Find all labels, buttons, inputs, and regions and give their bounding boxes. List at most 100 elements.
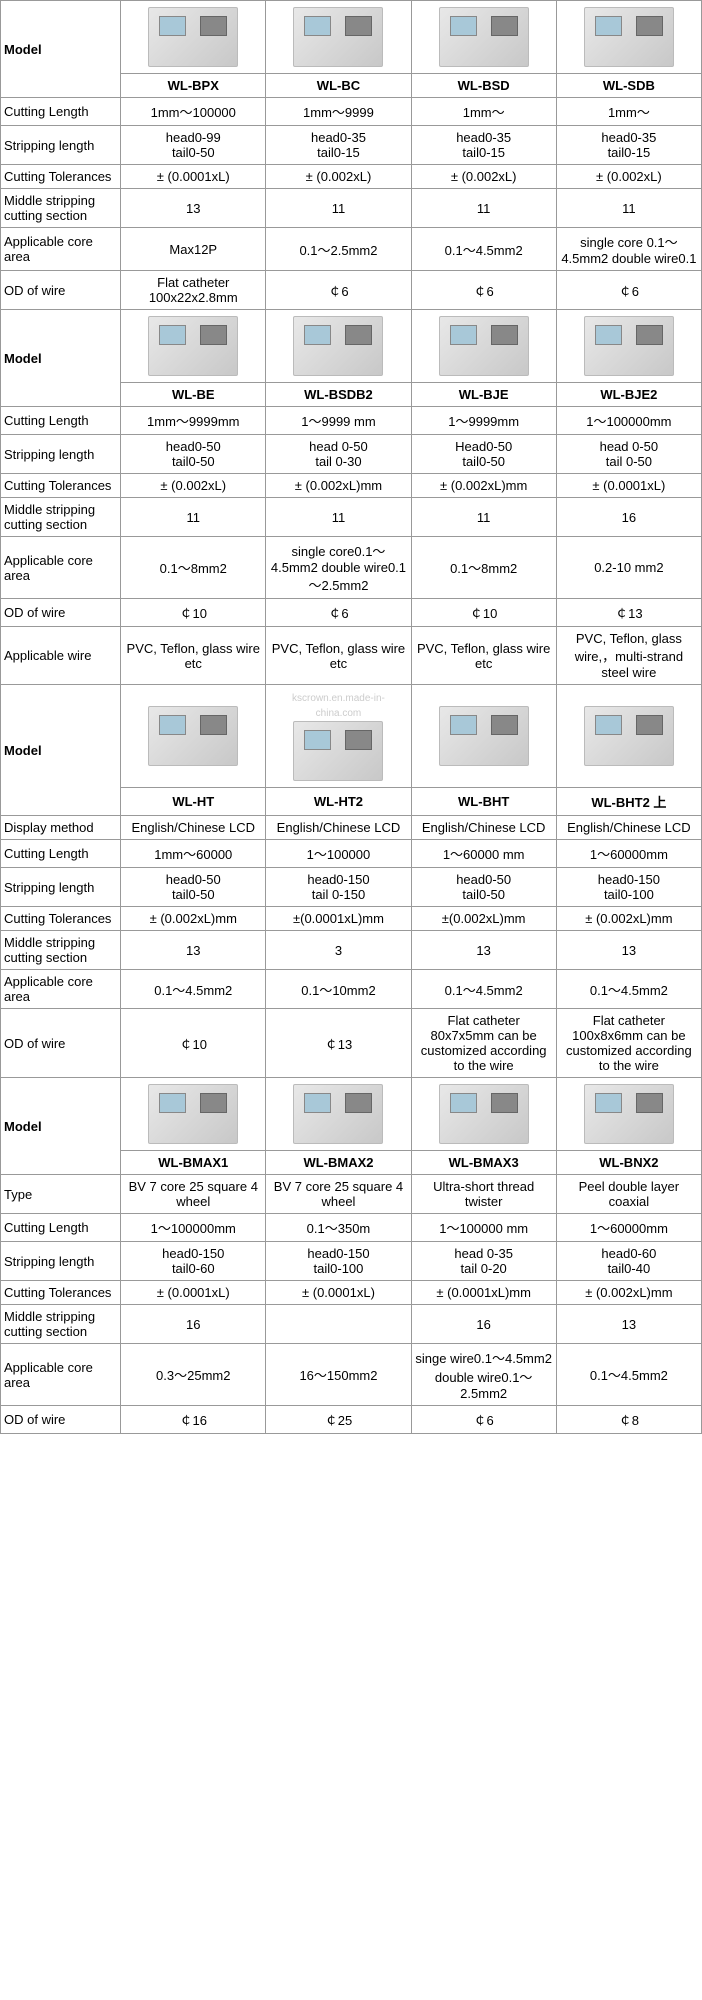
spec-label: OD of wire bbox=[1, 271, 121, 310]
spec-label: Stripping length bbox=[1, 1242, 121, 1281]
model-image-cell bbox=[411, 1, 556, 74]
model-name: WL-BSDB2 bbox=[266, 383, 411, 407]
spec-value: 0.1～4.5mm2 bbox=[121, 970, 266, 1009]
model-image-cell bbox=[556, 1, 701, 74]
spec-value: head0-50tail0-50 bbox=[411, 868, 556, 907]
spec-value: English/Chinese LCD bbox=[411, 816, 556, 840]
spec-value bbox=[266, 1305, 411, 1344]
spec-value: 1mm～ bbox=[556, 98, 701, 126]
spec-value: ± (0.0001xL) bbox=[121, 165, 266, 189]
spec-value: 1mm～9999 bbox=[266, 98, 411, 126]
spec-label: Applicable wire bbox=[1, 627, 121, 685]
spec-value: head0-99tail0-50 bbox=[121, 126, 266, 165]
spec-value: 13 bbox=[556, 1305, 701, 1344]
spec-value: ￠25 bbox=[266, 1406, 411, 1434]
spec-value: 11 bbox=[121, 498, 266, 537]
spec-value: 11 bbox=[266, 189, 411, 228]
spec-label: Cutting Tolerances bbox=[1, 907, 121, 931]
spec-value: head0-35tail0-15 bbox=[556, 126, 701, 165]
spec-value: 0.3～25mm2 bbox=[121, 1344, 266, 1406]
spec-value: 16～150mm2 bbox=[266, 1344, 411, 1406]
spec-value: Head0-50tail0-50 bbox=[411, 435, 556, 474]
spec-value: 16 bbox=[411, 1305, 556, 1344]
spec-value: 0.1～4.5mm2 bbox=[556, 970, 701, 1009]
spec-value: singe wire0.1～4.5mm2 double wire0.1～2.5m… bbox=[411, 1344, 556, 1406]
spec-value: 16 bbox=[121, 1305, 266, 1344]
machine-image bbox=[439, 706, 529, 766]
spec-value: ￠8 bbox=[556, 1406, 701, 1434]
spec-value: 0.1～4.5mm2 bbox=[411, 228, 556, 271]
spec-label: Middle stripping cutting section bbox=[1, 189, 121, 228]
spec-value: head0-60tail0-40 bbox=[556, 1242, 701, 1281]
machine-image bbox=[293, 316, 383, 376]
spec-value: ￠13 bbox=[266, 1009, 411, 1078]
spec-label: OD of wire bbox=[1, 1406, 121, 1434]
spec-value: 3 bbox=[266, 931, 411, 970]
spec-label: Cutting Tolerances bbox=[1, 474, 121, 498]
spec-label: Display method bbox=[1, 816, 121, 840]
spec-value: head 0-50tail 0-50 bbox=[556, 435, 701, 474]
spec-value: 16 bbox=[556, 498, 701, 537]
spec-value: ± (0.002xL)mm bbox=[556, 907, 701, 931]
model-label: Model bbox=[1, 310, 121, 407]
model-name: WL-BSD bbox=[411, 74, 556, 98]
spec-value: ± (0.002xL)mm bbox=[411, 474, 556, 498]
spec-value: English/Chinese LCD bbox=[266, 816, 411, 840]
spec-value: 11 bbox=[411, 498, 556, 537]
machine-image bbox=[148, 7, 238, 67]
spec-value: PVC, Teflon, glass wire,，multi-strand st… bbox=[556, 627, 701, 685]
model-image-cell: kscrown.en.made-in-china.com bbox=[266, 685, 411, 788]
spec-value: Ultra-short thread twister bbox=[411, 1175, 556, 1214]
spec-value: ￠10 bbox=[121, 599, 266, 627]
spec-value: ￠6 bbox=[556, 271, 701, 310]
spec-value: 1～100000mm bbox=[121, 1214, 266, 1242]
spec-value: head0-50tail0-50 bbox=[121, 435, 266, 474]
spec-value: 0.1～4.5mm2 bbox=[411, 970, 556, 1009]
spec-label: Stripping length bbox=[1, 868, 121, 907]
spec-value: 1mm～9999mm bbox=[121, 407, 266, 435]
spec-value: Peel double layer coaxial bbox=[556, 1175, 701, 1214]
model-name: WL-BMAX2 bbox=[266, 1151, 411, 1175]
spec-value: Flat catheter 100x8x6mm can be customize… bbox=[556, 1009, 701, 1078]
spec-value: head0-150tail0-60 bbox=[121, 1242, 266, 1281]
spec-value: ￠10 bbox=[411, 599, 556, 627]
model-image-cell bbox=[266, 1, 411, 74]
model-image-cell bbox=[556, 685, 701, 788]
spec-value: ± (0.002xL) bbox=[556, 165, 701, 189]
spec-value: 1～60000 mm bbox=[411, 840, 556, 868]
spec-value: ￠6 bbox=[266, 599, 411, 627]
machine-image bbox=[439, 7, 529, 67]
spec-value: PVC, Teflon, glass wire etc bbox=[411, 627, 556, 685]
spec-label: Middle stripping cutting section bbox=[1, 931, 121, 970]
spec-value: 0.1～4.5mm2 bbox=[556, 1344, 701, 1406]
spec-value: 1mm～100000 bbox=[121, 98, 266, 126]
spec-value: Flat catheter 100x22x2.8mm bbox=[121, 271, 266, 310]
watermark: kscrown.en.made-in-china.com bbox=[292, 693, 385, 719]
machine-image bbox=[293, 1084, 383, 1144]
machine-image bbox=[584, 706, 674, 766]
spec-label: OD of wire bbox=[1, 599, 121, 627]
model-image-cell bbox=[411, 1078, 556, 1151]
model-image-cell bbox=[411, 310, 556, 383]
model-name: WL-BHT2 上 bbox=[556, 788, 701, 816]
spec-value: ￠6 bbox=[411, 1406, 556, 1434]
spec-label: Middle stripping cutting section bbox=[1, 498, 121, 537]
spec-value: 0.1～2.5mm2 bbox=[266, 228, 411, 271]
model-name: WL-BJE2 bbox=[556, 383, 701, 407]
model-image-cell bbox=[556, 1078, 701, 1151]
spec-value: head0-50tail0-50 bbox=[121, 868, 266, 907]
model-name: WL-BPX bbox=[121, 74, 266, 98]
machine-image bbox=[148, 706, 238, 766]
spec-value: PVC, Teflon, glass wire etc bbox=[121, 627, 266, 685]
model-name: WL-SDB bbox=[556, 74, 701, 98]
machine-image bbox=[584, 7, 674, 67]
model-name: WL-HT2 bbox=[266, 788, 411, 816]
model-image-cell bbox=[121, 685, 266, 788]
spec-label: Applicable core area bbox=[1, 228, 121, 271]
model-image-cell bbox=[266, 1078, 411, 1151]
spec-value: 1～60000mm bbox=[556, 1214, 701, 1242]
model-name: WL-BC bbox=[266, 74, 411, 98]
model-image-cell bbox=[121, 310, 266, 383]
spec-value: ￠6 bbox=[411, 271, 556, 310]
spec-value: 0.1～8mm2 bbox=[121, 537, 266, 599]
